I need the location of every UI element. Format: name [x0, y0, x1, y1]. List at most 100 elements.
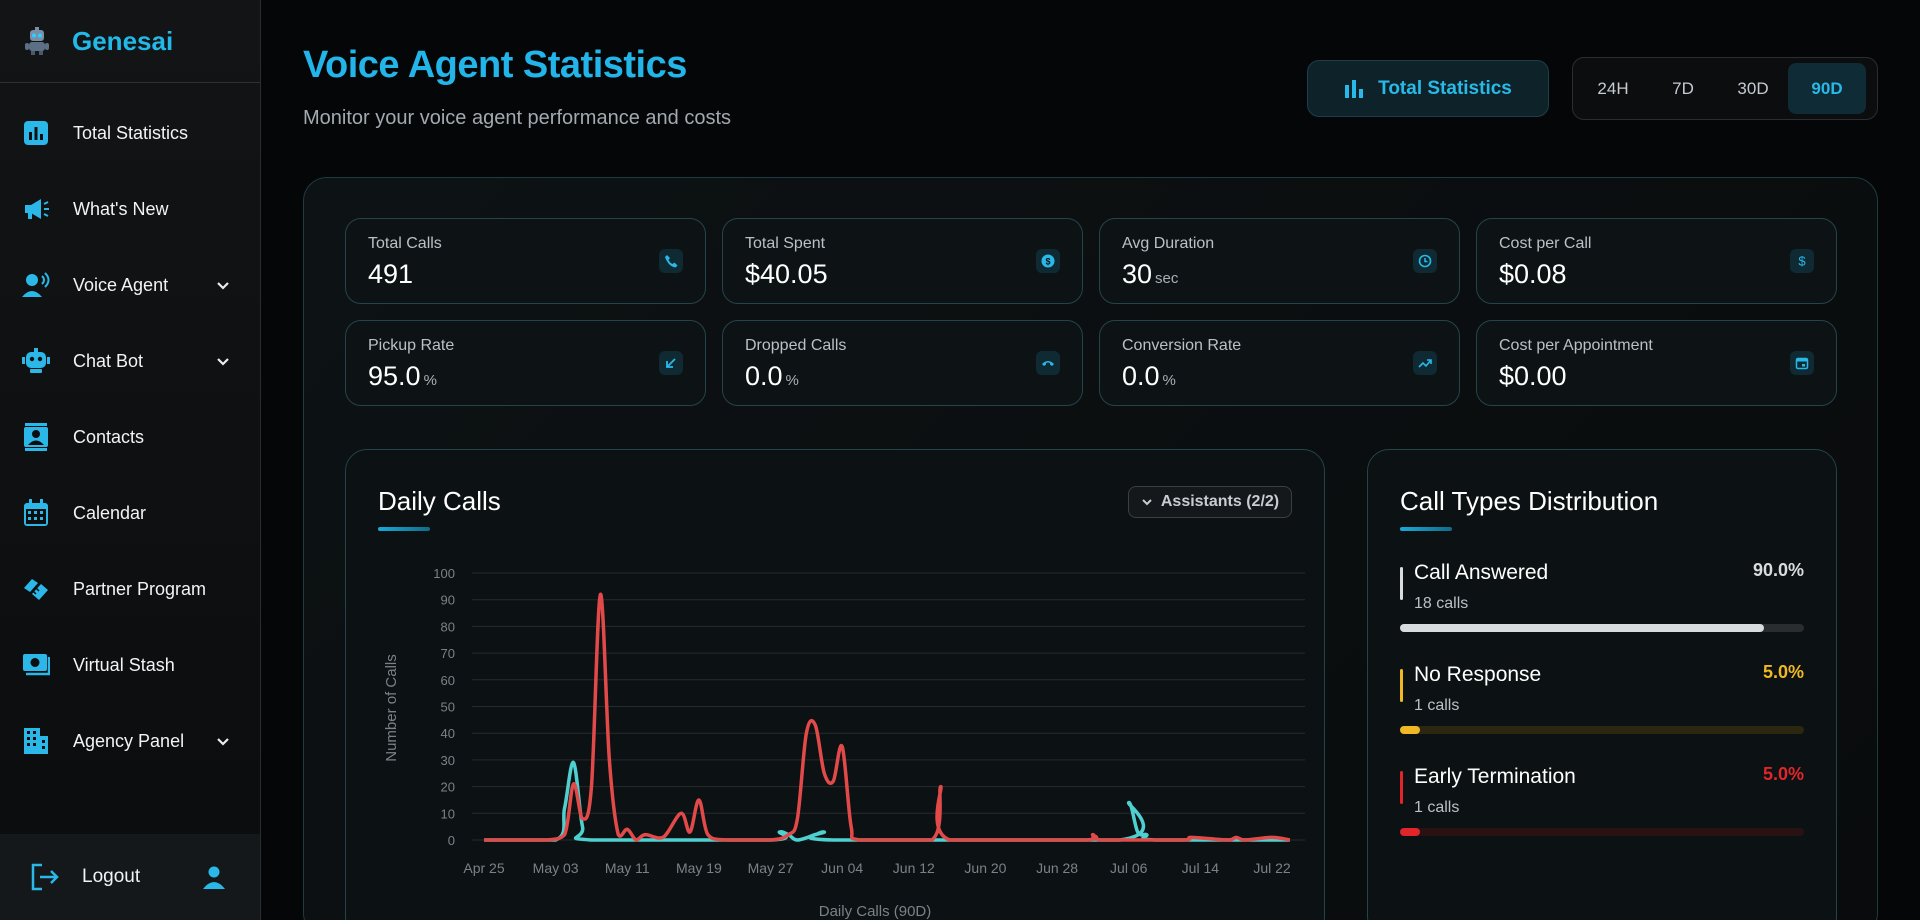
chevron-down-icon[interactable]: [216, 734, 230, 748]
distribution-count: 1 calls: [1414, 799, 1460, 816]
sidebar-item-chat-bot[interactable]: Chat Bot: [0, 323, 260, 399]
brand[interactable]: Genesai: [0, 0, 260, 83]
sidebar-item-label: Agency Panel: [73, 730, 185, 751]
daily-calls-title: Daily Calls: [378, 486, 501, 516]
total-statistics-button[interactable]: Total Statistics: [1307, 60, 1549, 117]
distribution-name: Early Termination: [1414, 765, 1576, 788]
sidebar: Genesai Total Statistics What's New Voic…: [0, 0, 261, 920]
card-label: Cost per Call: [1499, 235, 1592, 252]
sidebar-item-total-statistics[interactable]: Total Statistics: [0, 95, 260, 171]
title-underline: [1400, 527, 1452, 531]
distribution-count: 1 calls: [1414, 697, 1460, 714]
range-24h[interactable]: 24H: [1597, 78, 1629, 98]
dollar-icon: $: [1790, 249, 1814, 273]
stat-card-pickup-rate: Pickup Rate 95.0%: [345, 320, 706, 406]
card-value: $0.00: [1499, 361, 1567, 391]
total-statistics-label: Total Statistics: [1378, 77, 1512, 99]
distribution-name: Call Answered: [1414, 561, 1549, 584]
range-30d[interactable]: 30D: [1737, 78, 1769, 98]
brand-name: Genesai: [72, 25, 174, 56]
x-tick-label: Jul 06: [1110, 860, 1148, 876]
progress-fill: [1400, 624, 1764, 632]
robot-icon: [22, 347, 50, 375]
card-value: 30 sec: [1122, 259, 1179, 289]
time-range-selector: 24H 7D 30D 90D: [1572, 57, 1878, 120]
svg-text:$: $: [1045, 257, 1050, 267]
x-tick-label: Jun 12: [893, 860, 935, 876]
sidebar-item-agency-panel[interactable]: Agency Panel: [0, 703, 260, 779]
series-line-red: [483, 592, 1291, 842]
distribution-percent: 5.0%: [1762, 662, 1804, 682]
sidebar-item-voice-agent[interactable]: Voice Agent: [0, 247, 260, 323]
sidebar-item-label: Voice Agent: [73, 274, 169, 295]
user-icon[interactable]: [202, 865, 226, 889]
card-label: Avg Duration: [1122, 235, 1215, 252]
chevron-down-icon[interactable]: [216, 278, 230, 292]
assistants-filter-label: Assistants (2/2): [1160, 493, 1280, 510]
sidebar-item-label: Partner Program: [73, 578, 207, 599]
card-label: Cost per Appointment: [1499, 337, 1653, 354]
stat-card-cost-per-appointment: Cost per Appointment $0.00: [1476, 320, 1837, 406]
card-value: 95.0%: [368, 361, 437, 391]
color-marker: [1400, 669, 1403, 702]
distribution-title: Call Types Distribution: [1400, 486, 1659, 516]
chevron-down-icon[interactable]: [216, 354, 230, 368]
y-tick-label: 30: [441, 753, 455, 768]
calendar-small-icon: [1790, 351, 1814, 375]
voice-agent-icon: [22, 271, 50, 299]
range-7d[interactable]: 7D: [1672, 78, 1694, 98]
y-tick-label: 100: [433, 566, 455, 581]
y-tick-label: 80: [441, 619, 455, 634]
sidebar-nav: Total Statistics What's New Voice Agent …: [0, 83, 260, 779]
chart-y-label: Number of Calls: [383, 654, 400, 762]
robot-logo-icon: [25, 27, 49, 55]
x-tick-label: May 19: [676, 860, 722, 876]
page-title: Voice Agent Statistics: [303, 44, 687, 86]
distribution-name: No Response: [1414, 663, 1542, 686]
y-tick-label: 90: [441, 593, 455, 608]
x-tick-label: May 27: [748, 860, 794, 876]
card-label: Pickup Rate: [368, 337, 455, 354]
sidebar-item-label: What's New: [73, 198, 169, 219]
logout-button[interactable]: Logout: [82, 866, 141, 887]
card-value: $0.08: [1499, 259, 1567, 289]
money-icon: [22, 651, 50, 679]
logout-icon[interactable]: [30, 863, 60, 891]
series-line-teal: [483, 760, 1290, 842]
card-label: Conversion Rate: [1122, 337, 1242, 354]
color-marker: [1400, 771, 1403, 804]
y-tick-label: 50: [441, 700, 455, 715]
card-label: Total Calls: [368, 235, 442, 252]
building-icon: [22, 727, 50, 755]
logout-bar: Logout: [0, 834, 260, 920]
assistants-filter-button[interactable]: Assistants (2/2): [1128, 486, 1292, 518]
distribution-item-early-termination: Early Termination 1 calls 5.0%: [1400, 764, 1804, 841]
distribution-percent: 5.0%: [1762, 764, 1804, 784]
sidebar-item-calendar[interactable]: Calendar: [0, 475, 260, 551]
x-tick-label: Jul 14: [1182, 860, 1220, 876]
y-tick-label: 0: [448, 833, 455, 848]
sidebar-item-partner-program[interactable]: Partner Program: [0, 551, 260, 627]
card-label: Dropped Calls: [745, 337, 847, 354]
chart-grid: [472, 572, 1305, 841]
sidebar-item-label: Chat Bot: [73, 350, 144, 371]
chart-lines: [483, 592, 1291, 842]
chevron-down-icon: [1142, 499, 1152, 506]
progress-track: [1400, 828, 1804, 836]
distribution-item-no-response: No Response 1 calls 5.0%: [1400, 662, 1804, 739]
page-subtitle: Monitor your voice agent performance and…: [303, 107, 731, 129]
distribution-percent: 90.0%: [1752, 560, 1804, 580]
progress-fill: [1400, 726, 1421, 734]
chart-x-ticks: Apr 25 May 03 May 11 May 19 May 27 Jun 04 Jun …: [463, 860, 1291, 876]
coin-icon: $: [1036, 249, 1060, 273]
stat-card-cost-per-call: Cost per Call $0.08 $: [1476, 218, 1837, 304]
x-tick-label: Jun 20: [964, 860, 1006, 876]
sidebar-item-virtual-stash[interactable]: Virtual Stash: [0, 627, 260, 703]
card-value: $40.05: [745, 259, 828, 289]
sidebar-item-whats-new[interactable]: What's New: [0, 171, 260, 247]
svg-text:$: $: [1798, 254, 1806, 268]
sidebar-item-contacts[interactable]: Contacts: [0, 399, 260, 475]
progress-track: [1400, 624, 1804, 632]
range-90d[interactable]: 90D: [1788, 63, 1866, 114]
sidebar-item-label: Contacts: [73, 426, 145, 447]
